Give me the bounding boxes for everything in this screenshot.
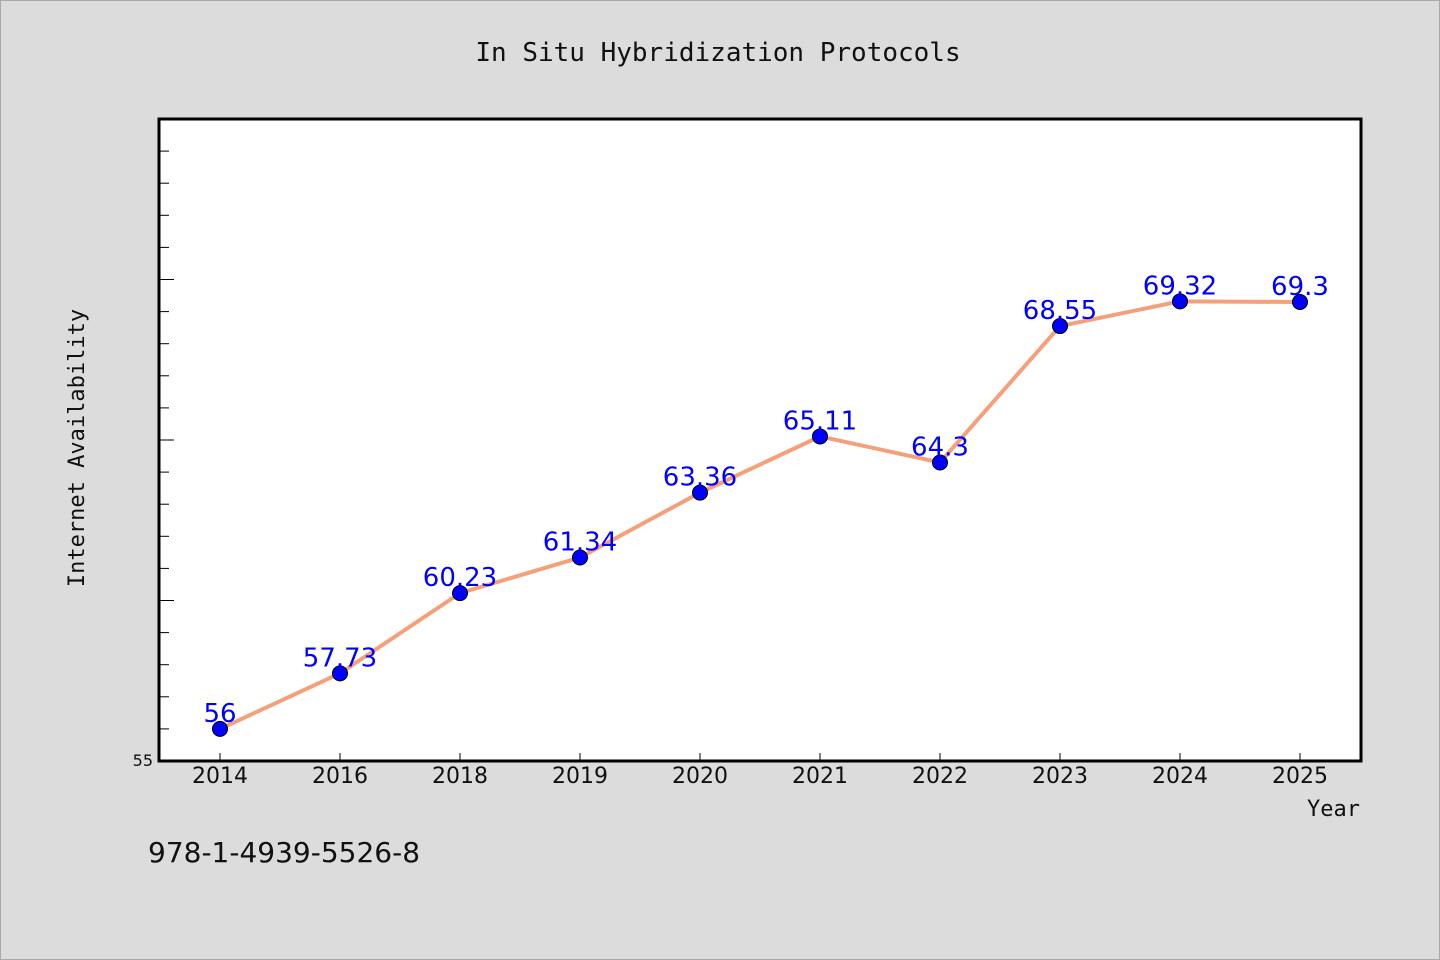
data-point-label: 57.73 [303,643,377,673]
y-axis-ticks [159,150,174,730]
x-tick-label: 2021 [792,764,848,789]
data-point-label: 64.3 [911,432,969,462]
data-labels: 56 57.73 60.23 61.34 63.36 65.11 64.3 68.55 69.3… [203,271,1328,729]
data-point-label: 69.3 [1271,272,1329,302]
x-tick-label: 2025 [1272,764,1328,789]
data-point-marker [572,549,588,566]
plot-area [157,117,1363,763]
x-tick-label: 2022 [912,764,968,789]
data-point-marker [1292,293,1308,310]
data-point-marker [1052,318,1068,335]
data-point-marker [812,428,828,445]
data-point-marker [1172,293,1188,310]
data-point-label: 65.11 [783,406,857,436]
data-point-marker [212,720,228,737]
data-point-label: 63.36 [663,463,737,493]
y-tick-label: 55 [133,751,153,770]
data-point-label: 56 [203,699,236,729]
data-markers [212,293,1308,737]
data-point-marker [692,484,708,501]
x-tick-label: 2023 [1032,764,1088,789]
x-axis-ticks [219,753,1301,761]
data-point-label: 61.34 [543,527,617,557]
data-point-label: 68.55 [1023,296,1097,326]
y-axis-title: Internet Availability [65,309,90,587]
series-line [219,299,1301,731]
x-tick-label: 2024 [1152,764,1208,789]
x-tick-label: 2019 [552,764,608,789]
x-tick-label: 2018 [432,764,488,789]
x-tick-label: 2014 [192,764,248,789]
data-point-marker [332,665,348,682]
x-axis-title: Year [1307,797,1360,822]
chart-title: In Situ Hybridization Protocols [475,38,960,68]
data-point-label: 69.32 [1143,271,1217,301]
data-point-marker [452,585,468,602]
data-point-marker [932,454,948,471]
data-point-label: 60.23 [423,563,497,593]
isbn-text: 978-1-4939-5526-8 [148,836,420,869]
x-tick-labels: 2014 2016 2018 2019 2020 2021 2022 2023 2024 2025 [192,764,1328,789]
x-tick-label: 2020 [672,764,728,789]
x-tick-label: 2016 [312,764,368,789]
